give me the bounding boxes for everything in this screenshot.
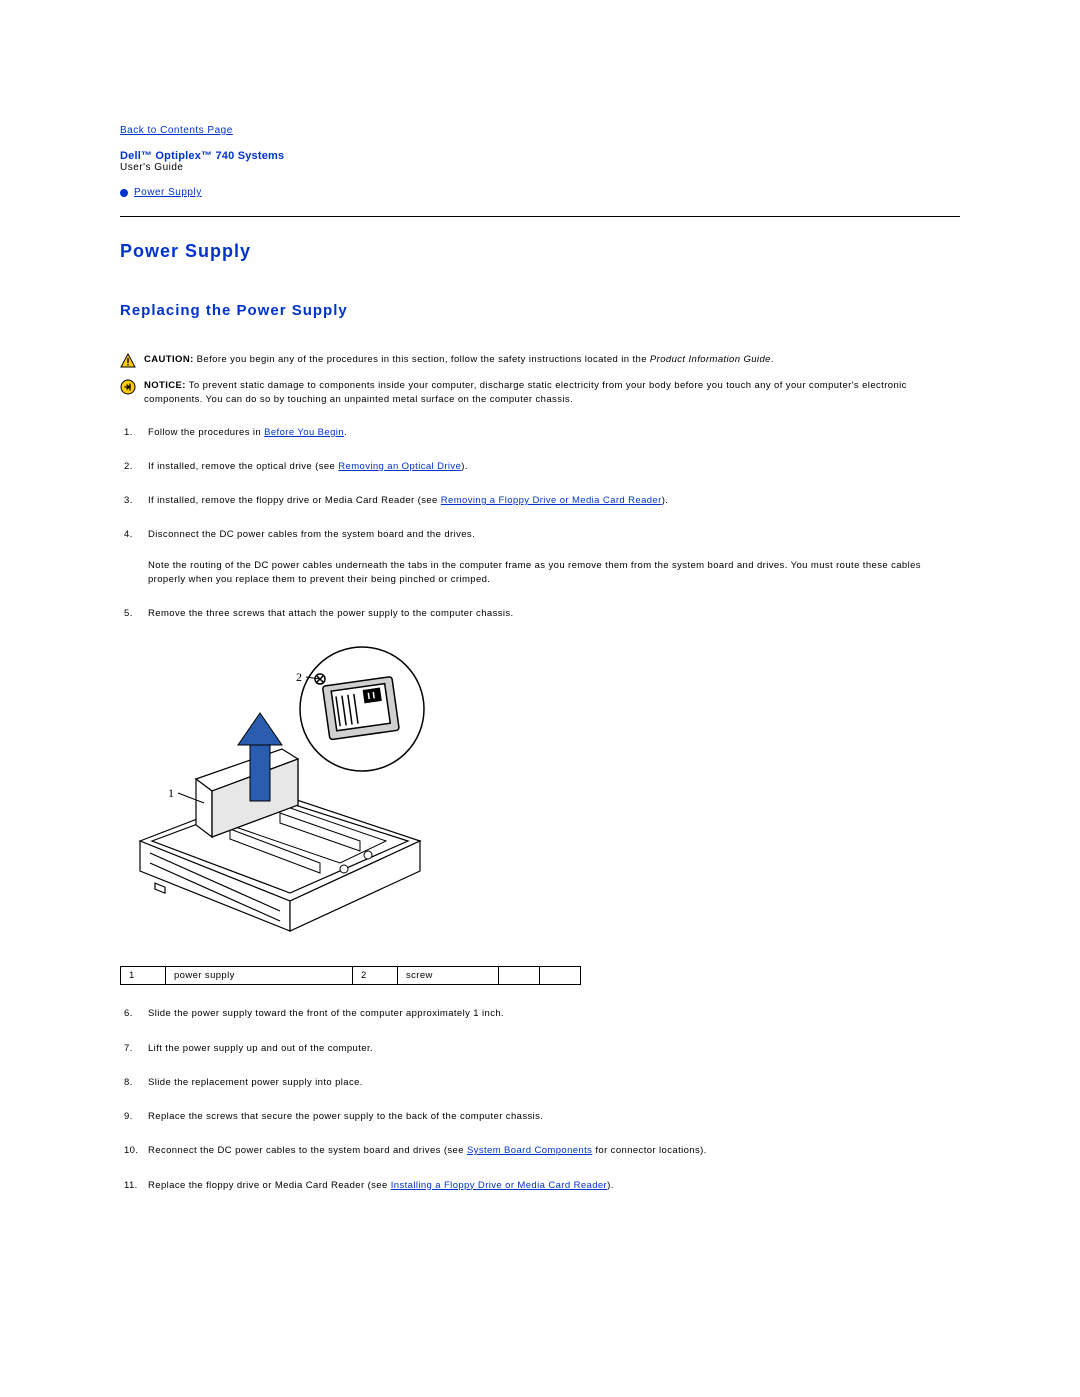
diagram-callout-2: 2 (296, 670, 302, 684)
diagram-callout-1: 1 (168, 786, 174, 800)
step-item: Replace the floppy drive or Media Card R… (120, 1179, 960, 1193)
step-item: If installed, remove the optical drive (… (120, 460, 960, 474)
step-text: Replace the screws that secure the power… (148, 1111, 543, 1122)
caution-body-b: . (771, 354, 774, 365)
step-text: If installed, remove the optical drive (… (148, 461, 338, 472)
step-note: Note the routing of the DC power cables … (148, 559, 960, 588)
step-text: Slide the power supply toward the front … (148, 1008, 504, 1019)
notice-text: NOTICE: To prevent static damage to comp… (144, 379, 960, 408)
steps-list-2: Slide the power supply toward the front … (120, 1007, 960, 1193)
notice-label: NOTICE: (144, 380, 186, 391)
step-text: Follow the procedures in (148, 427, 264, 438)
diagram: 1 2 (120, 641, 960, 956)
step-item: Disconnect the DC power cables from the … (120, 528, 960, 587)
step-text: Replace the floppy drive or Media Card R… (148, 1180, 391, 1191)
back-to-contents-link[interactable]: Back to Contents Page (120, 125, 233, 136)
toc-link-power-supply[interactable]: Power Supply (134, 187, 202, 198)
caution-icon (120, 353, 136, 369)
step-item: If installed, remove the floppy drive or… (120, 494, 960, 508)
caution-text: CAUTION: Before you begin any of the pro… (144, 353, 774, 367)
callout-label: power supply (166, 967, 353, 985)
step-item: Remove the three screws that attach the … (120, 607, 960, 621)
step-text: Lift the power supply up and out of the … (148, 1043, 373, 1054)
callout-table: 1 power supply 2 screw (120, 966, 581, 985)
document-title: Dell™ Optiplex™ 740 Systems (120, 150, 960, 162)
steps-list-1: Follow the procedures in Before You Begi… (120, 426, 960, 622)
step-item: Reconnect the DC power cables to the sys… (120, 1144, 960, 1158)
link-removing-floppy[interactable]: Removing a Floppy Drive or Media Card Re… (441, 495, 662, 506)
step-item: Follow the procedures in Before You Begi… (120, 426, 960, 440)
step-text: ). (662, 495, 669, 506)
divider (120, 216, 960, 217)
step-text: Slide the replacement power supply into … (148, 1077, 363, 1088)
step-item: Slide the replacement power supply into … (120, 1076, 960, 1090)
notice-icon (120, 379, 136, 395)
callout-empty (540, 967, 581, 985)
page-container: Back to Contents Page Dell™ Optiplex™ 74… (120, 0, 960, 1253)
callout-empty (499, 967, 540, 985)
bullet-icon (120, 189, 128, 197)
step-item: Slide the power supply toward the front … (120, 1007, 960, 1021)
h1-power-supply: Power Supply (120, 241, 960, 262)
caution-alert: CAUTION: Before you begin any of the pro… (120, 353, 960, 369)
link-before-you-begin[interactable]: Before You Begin (264, 427, 344, 438)
step-text: . (344, 427, 347, 438)
callout-label: screw (398, 967, 499, 985)
link-system-board-components[interactable]: System Board Components (467, 1145, 592, 1156)
notice-body: To prevent static damage to components i… (144, 380, 907, 405)
callout-num: 2 (353, 967, 398, 985)
caution-body-a: Before you begin any of the procedures i… (194, 354, 650, 365)
step-item: Lift the power supply up and out of the … (120, 1042, 960, 1056)
step-text: ). (607, 1180, 614, 1191)
caution-label: CAUTION: (144, 354, 194, 365)
document-subtitle: User's Guide (120, 162, 960, 173)
toc-row: Power Supply (120, 187, 960, 198)
table-row: 1 power supply 2 screw (121, 967, 581, 985)
step-text: for connector locations). (592, 1145, 706, 1156)
caution-body-italic: Product Information Guide (650, 354, 771, 365)
h2-replacing: Replacing the Power Supply (120, 302, 960, 319)
step-text: If installed, remove the floppy drive or… (148, 495, 441, 506)
callout-num: 1 (121, 967, 166, 985)
step-text: Disconnect the DC power cables from the … (148, 529, 475, 540)
step-text: ). (461, 461, 468, 472)
step-item: Replace the screws that secure the power… (120, 1110, 960, 1124)
step-text: Remove the three screws that attach the … (148, 608, 514, 619)
notice-alert: NOTICE: To prevent static damage to comp… (120, 379, 960, 408)
link-installing-floppy[interactable]: Installing a Floppy Drive or Media Card … (391, 1180, 607, 1191)
step-text: Reconnect the DC power cables to the sys… (148, 1145, 467, 1156)
link-removing-optical-drive[interactable]: Removing an Optical Drive (338, 461, 461, 472)
